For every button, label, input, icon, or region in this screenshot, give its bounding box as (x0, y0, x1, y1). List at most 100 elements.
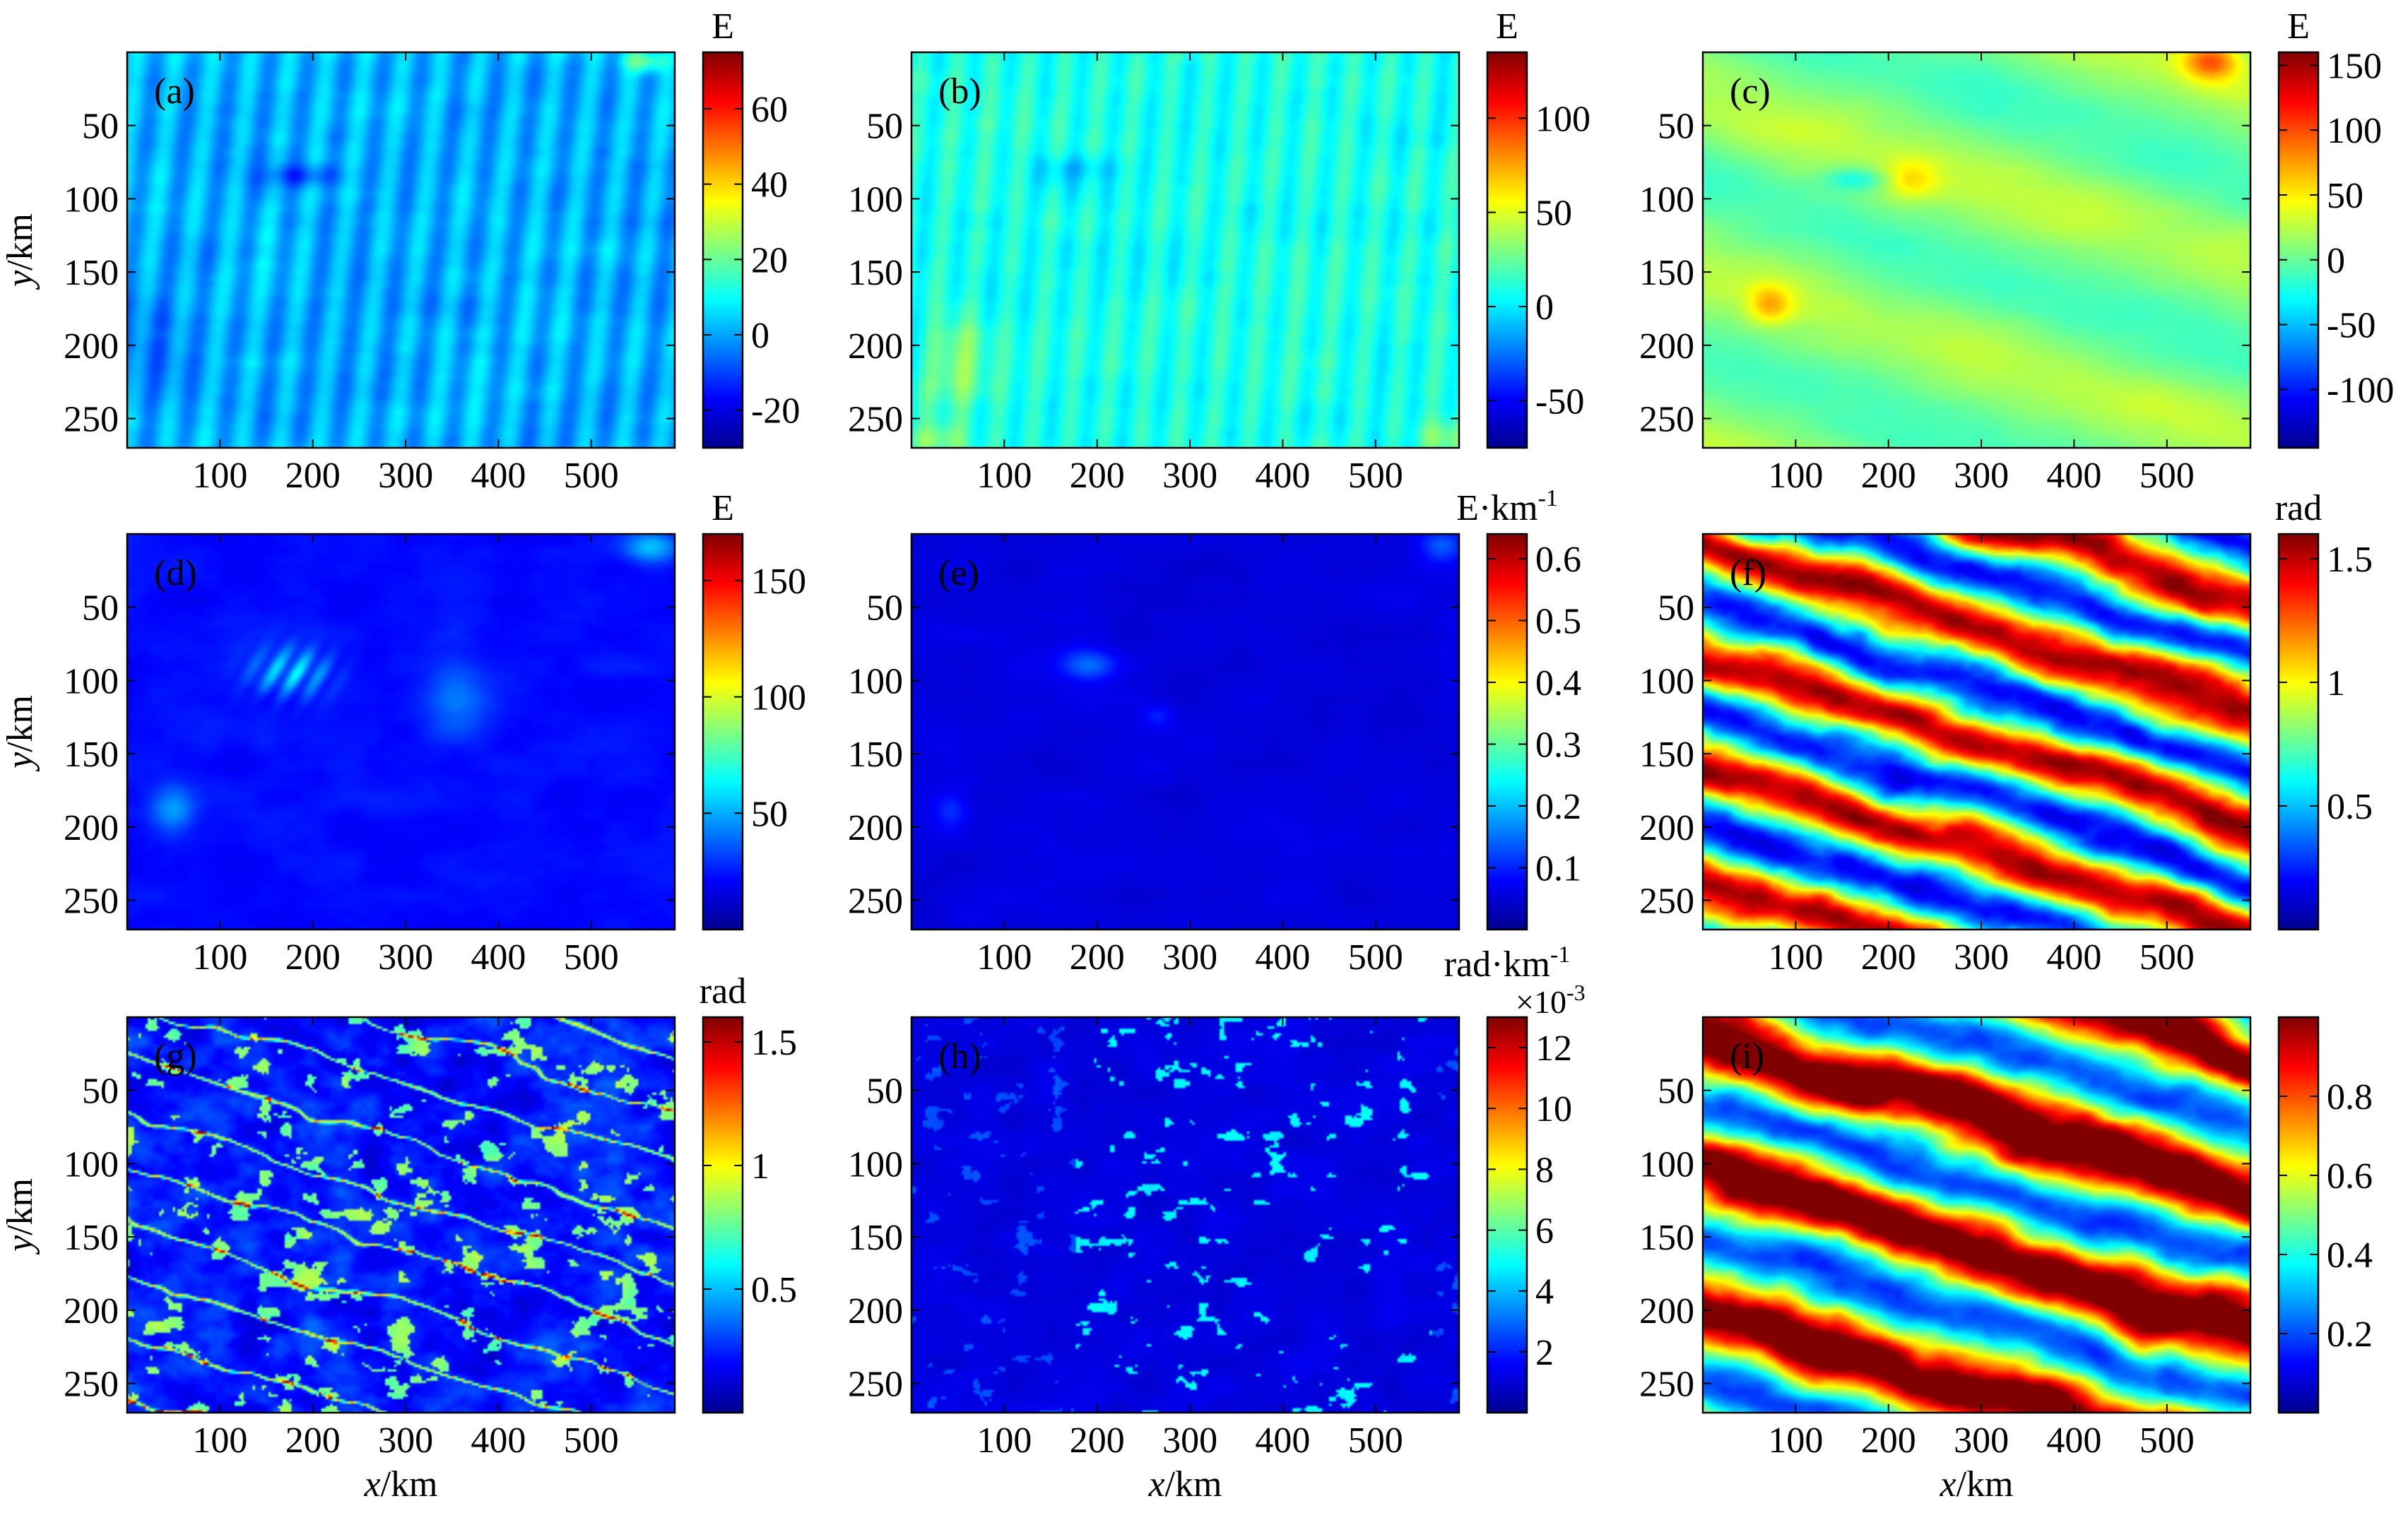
y-axis-label: y/km (0, 695, 40, 772)
y-tick-label: 250 (1639, 882, 1694, 922)
colorbar-tick-label: 0.2 (1535, 787, 1581, 827)
x-tick-label: 100 (976, 1420, 1032, 1461)
colorbar-tick-label: 20 (751, 240, 788, 280)
panel-label: (g) (154, 1036, 197, 1076)
x-tick-label: 200 (1861, 456, 1916, 496)
plot-frame (1701, 51, 2252, 449)
plot-frame (126, 51, 676, 449)
x-tick-label: 300 (1954, 456, 2009, 496)
x-tick-label: 200 (285, 456, 341, 496)
plot-frame (1701, 1016, 2252, 1414)
panel-e: (e) 100 200 300 400 500 50 100 150 200 250 0.1 0.2 0.… (848, 485, 1581, 978)
colorbar-tick-label: 100 (1535, 99, 1590, 139)
colorbar-tick-label: 50 (1535, 194, 1572, 234)
colorbar-tick-label: 60 (751, 90, 788, 130)
y-tick-label: 200 (1639, 808, 1694, 848)
colorbar-unit: E (2287, 6, 2310, 47)
colorbar-unit: rad·km-1 (1444, 942, 1571, 985)
x-tick-label: 400 (1255, 1420, 1310, 1461)
colorbar-tick-label: -20 (751, 391, 800, 432)
colorbar-tick-label: 0.4 (1535, 663, 1581, 704)
y-axis-var: y (0, 1235, 40, 1255)
x-tick-label: 400 (471, 1420, 526, 1461)
colorbar-tick-label: 50 (751, 794, 788, 834)
panel-label: (e) (938, 553, 979, 593)
y-tick-label: 250 (1639, 400, 1694, 440)
colorbar-tick-label: 50 (2327, 176, 2363, 216)
heatmap-image (911, 534, 1459, 930)
y-axis-var: y (0, 270, 40, 290)
panel-f: (f) 100 200 300 400 500 50 100 150 200 250 0.5 1 1.5r… (1639, 488, 2373, 978)
colorbar-tick-label: 1.5 (751, 1023, 797, 1063)
colorbar-tick-label: 1 (2327, 663, 2345, 704)
x-tick-label: 500 (564, 456, 619, 496)
colorbar-tick-label: 0.8 (2327, 1077, 2373, 1117)
colorbar-tick-label: -50 (1535, 381, 1584, 422)
y-axis-unit: /km (0, 213, 40, 271)
colorbar-tick-label: 12 (1535, 1028, 1572, 1069)
y-axis-unit: /km (0, 695, 40, 752)
x-axis-label: x/km (1940, 1464, 2014, 1505)
panel-a: (a) 100 200 300 400 500 50 100 150 200 250 y/km -20 0… (0, 6, 800, 496)
panel-label: (h) (938, 1036, 981, 1076)
panel-g: (g)100 200 300 400 50050100150200250y/kmx/km… (0, 971, 797, 1505)
x-tick-label: 200 (1070, 937, 1125, 978)
plot-frame (1701, 533, 2252, 931)
colorbar-tick-label: 0.5 (1535, 602, 1581, 642)
heatmap-image (1703, 52, 2250, 448)
x-tick-label: 100 (1768, 937, 1823, 978)
x-tick-label: 100 (1768, 1420, 1823, 1461)
colorbar (2279, 1017, 2318, 1413)
colorbar (2279, 52, 2318, 448)
panel-label: (b) (938, 71, 981, 112)
x-tick-label: 500 (2140, 937, 2195, 978)
y-tick-label: 100 (64, 661, 119, 701)
plot-frame (910, 533, 1460, 931)
colorbar-unit-exponent: -1 (1550, 942, 1570, 968)
colorbar-frame (702, 533, 744, 931)
heatmap-image (127, 534, 675, 930)
colorbar-unit-base: E (712, 488, 734, 528)
x-axis-var: x (1148, 1464, 1165, 1505)
colorbar (1487, 534, 1527, 930)
colorbar-tick-label: 10 (1535, 1089, 1572, 1129)
y-tick-label: 250 (1639, 1365, 1694, 1405)
y-tick-label: 150 (64, 253, 119, 293)
x-axis-label: x/km (1148, 1464, 1222, 1505)
x-tick-label: 100 (192, 937, 247, 978)
y-tick-label: 150 (1639, 735, 1694, 775)
x-tick-label: 500 (564, 1420, 619, 1461)
x-tick-label: 400 (1255, 456, 1310, 496)
y-tick-label: 200 (1639, 1291, 1694, 1331)
y-tick-label: 200 (848, 808, 903, 848)
y-tick-label: 50 (1658, 588, 1694, 629)
x-tick-label: 400 (1255, 937, 1310, 978)
colorbar-tick-label: 150 (751, 562, 806, 602)
colorbar (703, 534, 743, 930)
x-axis-unit: /km (1956, 1464, 2014, 1505)
colorbar-tick-label: 100 (2327, 111, 2382, 151)
colorbar-unit: rad (700, 971, 746, 1011)
x-tick-label: 300 (1954, 1420, 2009, 1461)
y-tick-label: 100 (848, 1144, 903, 1185)
colorbar (1487, 1017, 1527, 1413)
y-tick-label: 100 (64, 1144, 119, 1185)
colorbar-tick-label: 0.3 (1535, 725, 1581, 766)
x-tick-label: 100 (192, 1420, 247, 1461)
heatmap-image (1703, 534, 2250, 930)
y-tick-label: 100 (64, 179, 119, 220)
colorbar-tick-label: 4 (1535, 1272, 1554, 1312)
colorbar-tick-label: 0.2 (2327, 1315, 2373, 1355)
plot-frame (910, 1016, 1460, 1414)
colorbar-tick-label: 0.1 (1535, 849, 1581, 889)
x-axis-unit: /km (381, 1464, 438, 1505)
x-axis-var: x (364, 1464, 381, 1505)
y-tick-label: 100 (1639, 1144, 1694, 1185)
panel-b: (b) 100 200 300 400 500 50 100 150 200 250 -50 0 50 10… (848, 6, 1590, 496)
colorbar-tick-label: 0.6 (2327, 1156, 2373, 1197)
y-tick-label: 200 (64, 1291, 119, 1331)
y-tick-label: 250 (64, 400, 119, 440)
x-tick-label: 300 (1162, 1420, 1217, 1461)
y-tick-label: 50 (866, 1072, 903, 1112)
